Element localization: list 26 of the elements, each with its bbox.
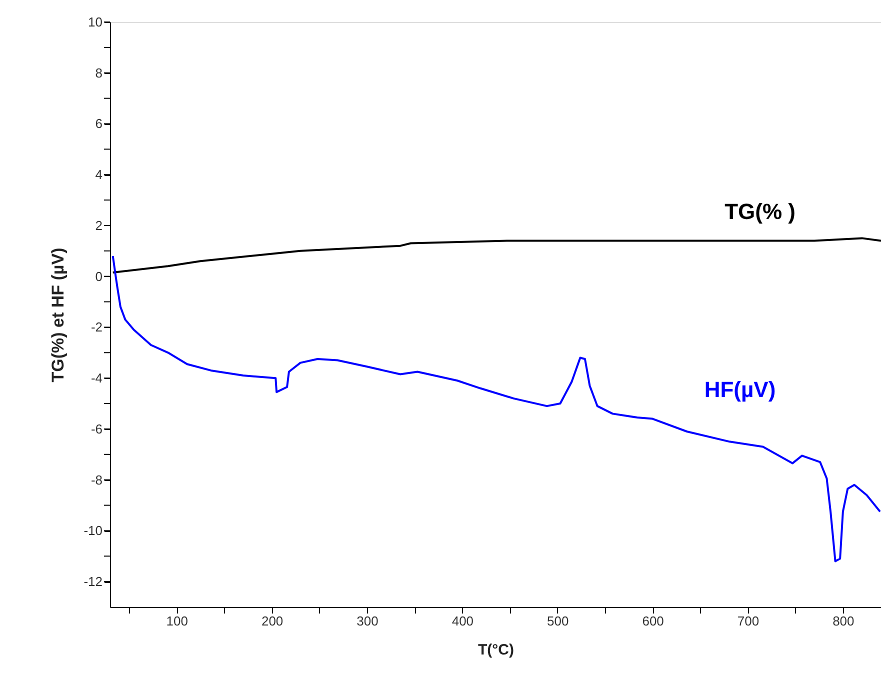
y-tick-label: 8 (95, 65, 102, 80)
y-tick-label: -4 (90, 370, 102, 386)
x-axis-title: T(°C) (478, 642, 514, 658)
line-series (112, 237, 881, 274)
y-tick-label: -8 (90, 472, 102, 488)
y-axis-title: TG(%) et HF (µV) (48, 248, 68, 382)
series-label: TG(% ) (724, 199, 796, 224)
x-tick-label: 200 (261, 614, 284, 628)
x-tick-label: 700 (737, 614, 760, 628)
x-tick-label: 500 (547, 614, 569, 628)
y-tick-label: 0 (95, 268, 102, 284)
y-tick-label: 6 (95, 116, 102, 132)
y-tick-label: -12 (84, 574, 102, 590)
y-tick-label: -2 (90, 320, 102, 335)
x-tick-label: 600 (642, 614, 664, 628)
y-tick-label: -6 (90, 421, 102, 436)
y-tick-label: 4 (95, 167, 102, 182)
x-tick-label: 800 (832, 614, 854, 628)
y-tick-label: 10 (88, 14, 102, 30)
x-tick-label: 400 (452, 614, 474, 628)
x-tick-label: 300 (356, 614, 378, 628)
series-label: HF(µV) (704, 377, 776, 402)
x-tick-label: 100 (166, 614, 188, 628)
y-tick-label: -10 (84, 523, 102, 538)
y-tick-label: 2 (95, 218, 102, 233)
line-series (112, 255, 881, 562)
